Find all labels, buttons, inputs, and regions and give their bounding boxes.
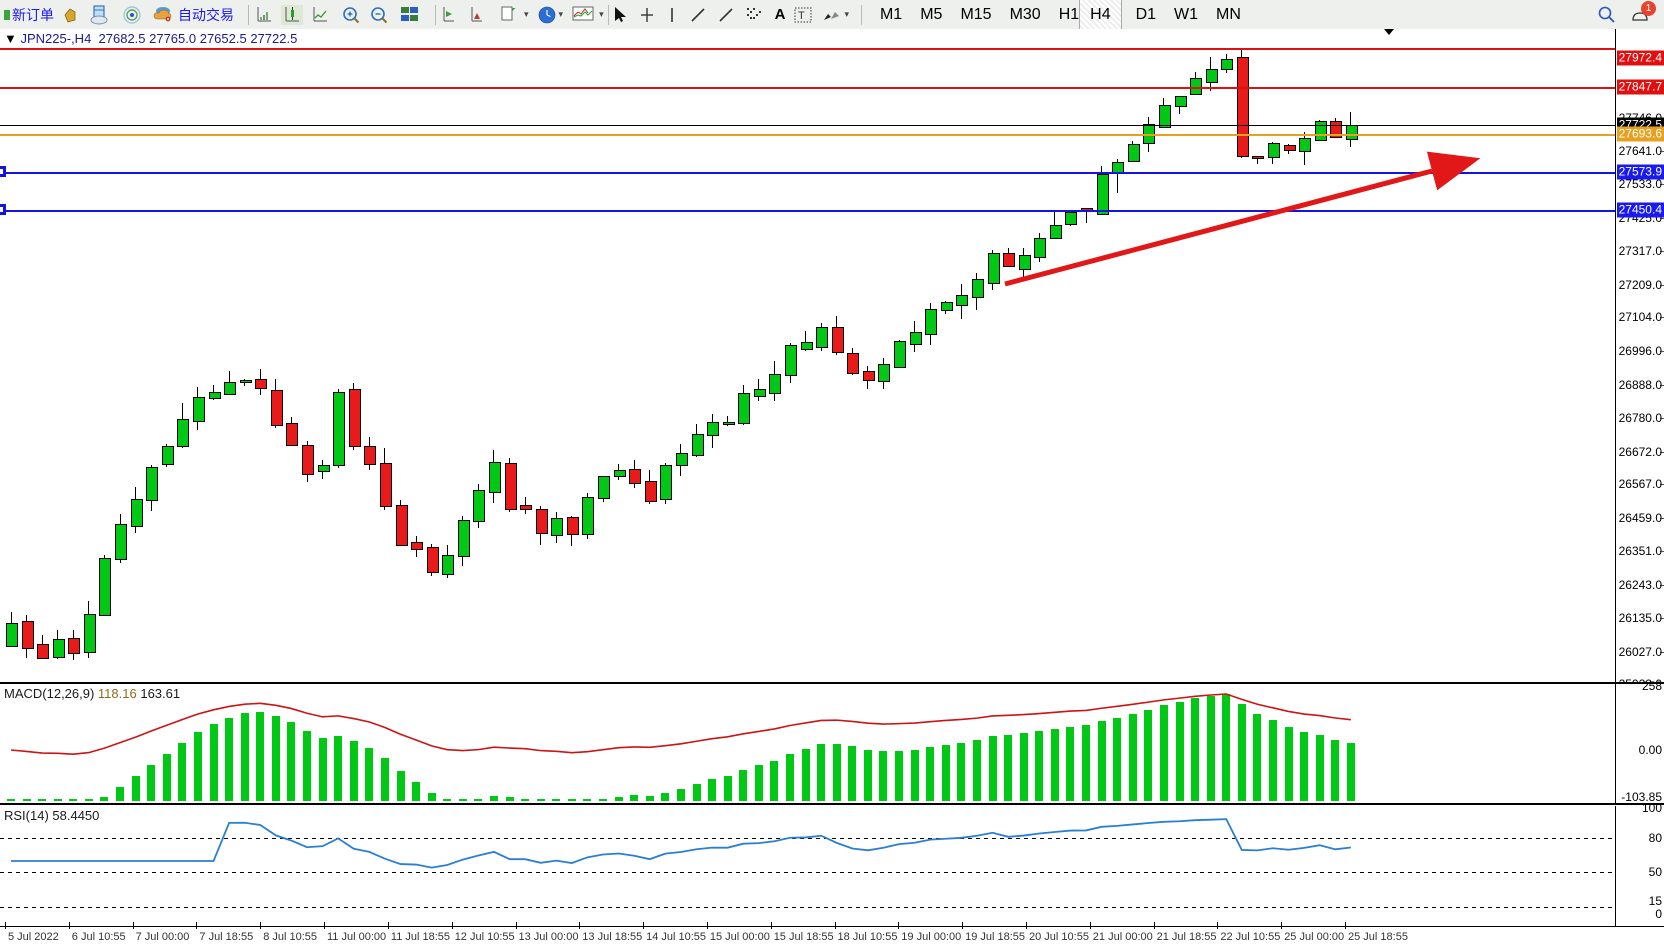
svg-text:T: T	[798, 10, 805, 22]
